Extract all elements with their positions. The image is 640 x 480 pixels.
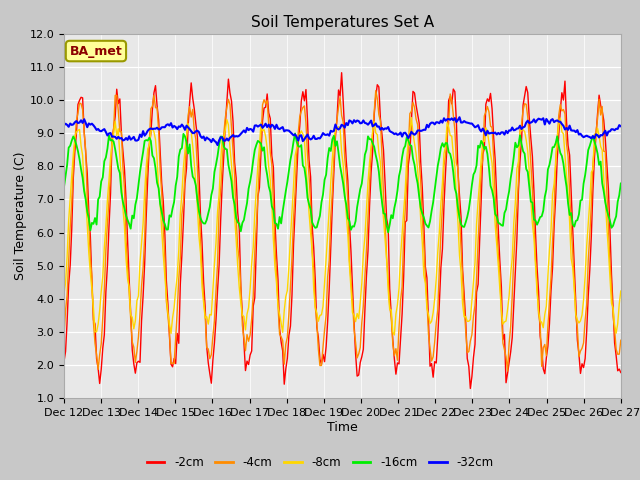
Legend: -2cm, -4cm, -8cm, -16cm, -32cm: -2cm, -4cm, -8cm, -16cm, -32cm (142, 452, 498, 474)
Line: -8cm: -8cm (64, 118, 621, 335)
-32cm (129, 135, 136, 141)
-2cm (617, 370, 625, 375)
-2cm (60, 359, 68, 364)
Title: Soil Temperatures Set A: Soil Temperatures Set A (251, 15, 434, 30)
-4cm (254, 195, 262, 201)
Line: -2cm: -2cm (64, 73, 621, 388)
-8cm (226, 144, 234, 150)
-2cm (338, 70, 346, 76)
-32cm (214, 142, 221, 148)
-4cm (226, 102, 234, 108)
-8cm (408, 115, 415, 120)
-32cm (305, 135, 313, 141)
-4cm (244, 338, 252, 344)
-4cm (372, 88, 380, 94)
-32cm (617, 123, 625, 129)
-16cm (589, 133, 596, 139)
-4cm (303, 152, 311, 158)
-4cm (60, 334, 68, 339)
-32cm (456, 114, 463, 120)
-2cm (244, 361, 252, 367)
Text: BA_met: BA_met (70, 45, 122, 58)
-16cm (244, 186, 252, 192)
-2cm (589, 188, 596, 194)
-4cm (129, 339, 136, 345)
-16cm (60, 184, 68, 190)
-16cm (129, 213, 136, 218)
-32cm (589, 133, 596, 139)
-2cm (303, 117, 311, 123)
-16cm (305, 201, 313, 207)
-32cm (255, 123, 263, 129)
-32cm (246, 126, 254, 132)
-8cm (254, 162, 262, 168)
-32cm (60, 122, 68, 128)
-4cm (504, 368, 511, 374)
-8cm (303, 184, 311, 190)
-16cm (617, 180, 625, 186)
-2cm (129, 347, 136, 353)
-8cm (390, 332, 398, 338)
-8cm (589, 167, 596, 172)
-8cm (244, 305, 252, 311)
-16cm (384, 229, 392, 235)
-2cm (254, 193, 262, 199)
-2cm (467, 385, 474, 391)
Line: -4cm: -4cm (64, 91, 621, 371)
Y-axis label: Soil Temperature (C): Soil Temperature (C) (13, 152, 27, 280)
Line: -32cm: -32cm (64, 117, 621, 145)
-4cm (589, 160, 596, 166)
-8cm (129, 314, 136, 320)
-8cm (60, 291, 68, 297)
-32cm (228, 133, 236, 139)
-16cm (291, 131, 299, 136)
-4cm (617, 337, 625, 343)
-16cm (226, 170, 234, 176)
Line: -16cm: -16cm (64, 133, 621, 232)
-16cm (254, 138, 262, 144)
-8cm (617, 288, 625, 294)
X-axis label: Time: Time (327, 421, 358, 434)
-2cm (226, 90, 234, 96)
